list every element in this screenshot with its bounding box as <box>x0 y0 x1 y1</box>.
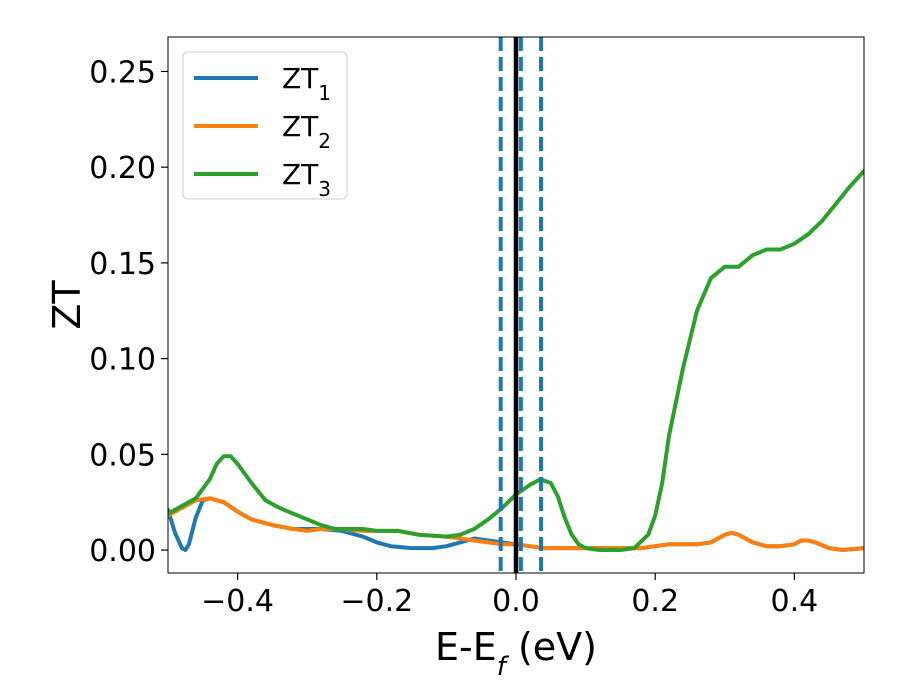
y-axis-label: ZT <box>45 280 89 330</box>
plot-marks <box>168 37 864 573</box>
x-tick-label: 0.4 <box>771 584 819 619</box>
y-tick-label: 0.00 <box>89 534 156 569</box>
x-tick-label: 0.2 <box>631 584 679 619</box>
axis-ticks: −0.4 −0.2 0.0 0.2 0.4 0.00 0.05 0.10 0.15 0.20 0.2… <box>89 55 818 619</box>
y-tick-label: 0.15 <box>89 247 156 282</box>
y-tick-label: 0.05 <box>89 438 156 473</box>
legend-label-zt3: ZT3 <box>282 158 331 201</box>
x-tick-label: 0.0 <box>492 584 540 619</box>
legend-label-zt1: ZT1 <box>282 62 331 105</box>
y-tick-label: 0.25 <box>89 55 156 90</box>
y-tick-label: 0.20 <box>89 151 156 186</box>
x-tick-label: −0.4 <box>201 584 274 619</box>
series-line-zt2 <box>168 496 864 552</box>
x-tick-label: −0.2 <box>340 584 413 619</box>
legend-label-zt2: ZT2 <box>282 110 331 153</box>
x-axis-label: E-Ef (eV) <box>435 625 597 682</box>
legend-box <box>182 51 348 200</box>
y-tick-label: 0.10 <box>89 343 156 378</box>
legend: ZT1 ZT2 ZT3 <box>182 51 348 201</box>
